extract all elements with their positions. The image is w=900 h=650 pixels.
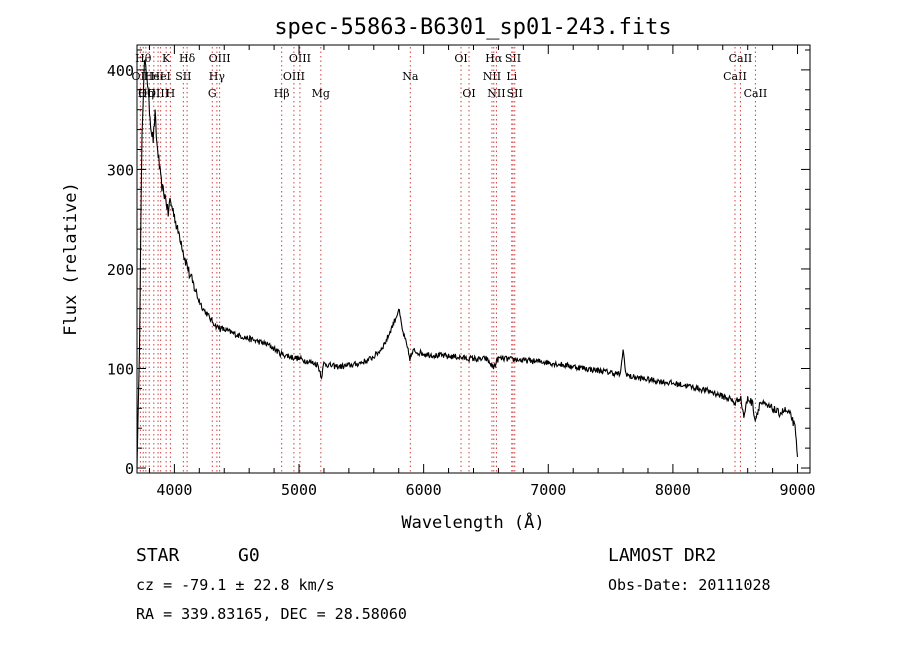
line-marker-label: OIII (289, 52, 311, 65)
line-marker-label: OII (132, 70, 150, 83)
line-marker-label: OIII (147, 87, 169, 100)
series-group (136, 58, 799, 469)
x-tick-label: 6000 (406, 481, 442, 499)
x-tick-label: 9000 (779, 481, 815, 499)
line-marker-label: G (208, 87, 217, 100)
x-tick-label: 5000 (281, 481, 317, 499)
x-tick-label: 8000 (655, 481, 691, 499)
line-marker-label: Hγ (209, 70, 226, 83)
line-marker-label: K (162, 52, 171, 65)
coords-text: RA = 339.83165, DEC = 28.58060 (136, 605, 407, 623)
line-marker-label: Hβ (274, 87, 290, 100)
line-marker-label: Mg (312, 87, 330, 100)
line-marker-label: Na (402, 70, 419, 83)
y-ticks: 0 100 200 300 400 (107, 49, 810, 478)
line-marker-label: OIII (283, 70, 305, 83)
object-class: STAR (136, 545, 180, 566)
line-marker-label: HeI (144, 70, 164, 83)
redshift-text: cz = -79.1 ± 22.8 km/s (136, 576, 335, 594)
y-tick-label: 400 (107, 62, 134, 80)
line-markers: OIIHθHηOIIIHeIOIIIHeIKHSIIHδGHγOIIIHβOII… (132, 47, 768, 473)
axes: 4000 5000 6000 7000 8000 9000 0 100 200 300 400 (107, 44, 816, 499)
line-marker-label: SII (505, 52, 521, 65)
line-marker-label: OI (454, 52, 467, 65)
spectrum-line (136, 58, 799, 469)
y-axis-label: Flux (relative) (61, 182, 81, 336)
line-marker-label: H (166, 87, 176, 100)
line-marker-label: OIII (209, 52, 231, 65)
chart-title: spec-55863-B6301_sp01-243.fits (274, 15, 671, 40)
line-marker-label: Hδ (179, 52, 196, 65)
object-subclass: G0 (238, 545, 260, 566)
line-marker-label: SII (507, 87, 523, 100)
x-ticks: 4000 5000 6000 7000 8000 9000 (148, 45, 816, 499)
survey-name: LAMOST DR2 (608, 545, 716, 566)
line-marker-label: CaII (729, 52, 753, 65)
line-marker-label: SII (175, 70, 191, 83)
y-tick-label: 300 (107, 161, 134, 179)
line-marker-label: Hα (485, 52, 503, 65)
line-marker-label: Li (506, 70, 517, 83)
line-marker-label: Hθ (135, 52, 152, 65)
y-tick-label: 0 (125, 460, 134, 478)
x-axis-label: Wavelength (Å) (401, 511, 544, 533)
line-marker-label: CaII (723, 70, 747, 83)
line-marker-label: HeI (150, 70, 170, 83)
x-tick-label: 4000 (156, 481, 192, 499)
line-marker-label: CaII (744, 87, 768, 100)
line-marker-label: NII (483, 70, 501, 83)
plot-frame (136, 44, 811, 474)
obs-date-text: Obs-Date: 20111028 (608, 576, 771, 594)
x-tick-label: 7000 (530, 481, 566, 499)
line-marker-label: OI (462, 87, 475, 100)
y-tick-label: 100 (107, 360, 134, 378)
line-marker-label: NII (487, 87, 505, 100)
y-tick-label: 200 (107, 261, 134, 279)
